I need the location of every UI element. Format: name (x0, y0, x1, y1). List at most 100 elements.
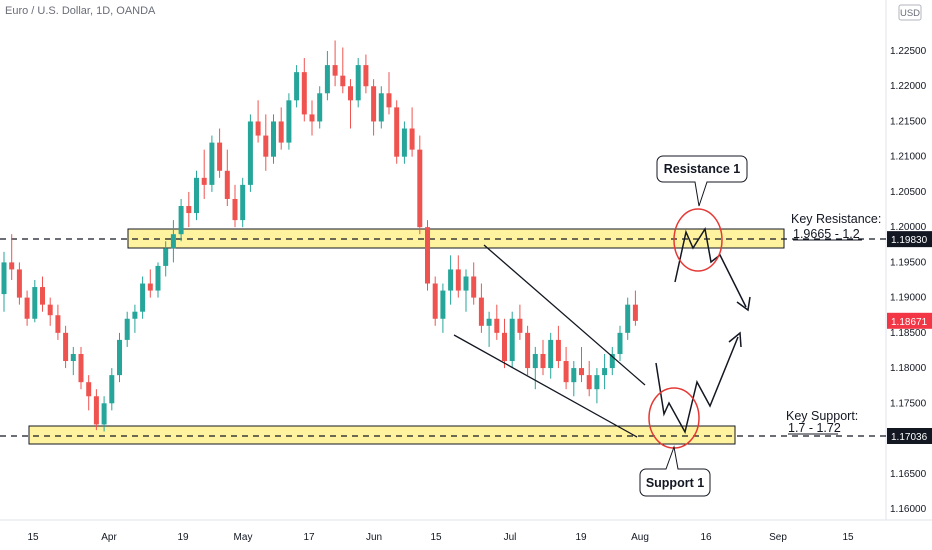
candle-body (440, 290, 446, 319)
candle-body (63, 332, 69, 362)
candle-body (47, 304, 53, 316)
candle-body (40, 287, 45, 305)
candle-body (201, 177, 207, 185)
candle-body (502, 332, 507, 362)
currency-button-frame (898, 4, 922, 21)
candle (209, 135, 215, 192)
time-tick-label: Aug (631, 532, 649, 543)
price-tag-label: 1.18671 (891, 317, 928, 328)
candle (401, 121, 407, 164)
support-1-callout-label: Support 1 (646, 476, 704, 490)
candle-body (155, 265, 161, 291)
candle-body (186, 206, 192, 214)
candle-body (609, 353, 615, 369)
candle-body (240, 184, 246, 221)
wedge-upper-trendline[interactable] (483, 244, 646, 386)
price-axis[interactable]: 1.22500 1.22000 1.21500 1.21000 1.20500 1.200… (885, 0, 927, 520)
candle-body (517, 318, 523, 333)
candle (178, 198, 184, 242)
candle (93, 389, 99, 431)
time-tick-label: May (234, 532, 253, 543)
candle (240, 177, 246, 228)
candle (625, 297, 631, 340)
candle (586, 361, 592, 397)
support-projection-path[interactable] (655, 336, 739, 435)
candle-body (24, 297, 30, 319)
candle-body (401, 128, 407, 157)
candle (502, 318, 507, 369)
key-support-zone[interactable] (28, 425, 736, 445)
key-support-label: Key Support: (786, 409, 858, 423)
candle (140, 276, 146, 319)
candle-body (509, 318, 515, 362)
support-1-callout[interactable]: Support 1 (639, 445, 711, 497)
price-tags: 1.19830 1.18671 1.17036 (887, 231, 932, 445)
candle (409, 107, 415, 157)
candle (548, 332, 554, 379)
candle-body (78, 353, 84, 383)
candle (540, 339, 546, 376)
candle (24, 290, 30, 326)
candle-body (255, 121, 261, 136)
candle-body (532, 353, 538, 369)
time-tick-label: Jun (366, 532, 382, 543)
price-tick-label: 1.19000 (890, 293, 927, 304)
candle-body (525, 332, 531, 369)
candle-body (301, 72, 307, 115)
price-tag-box (887, 312, 932, 329)
candle (1, 251, 7, 312)
candle-body (9, 262, 15, 270)
candle-body (494, 318, 500, 333)
candle (32, 280, 38, 323)
candle-body (371, 86, 377, 122)
candle (440, 283, 446, 333)
candle-body (271, 121, 276, 157)
candle-body (247, 121, 253, 185)
price-tick-label: 1.18500 (890, 328, 927, 339)
candle (86, 375, 92, 411)
candles (1, 40, 638, 432)
candle-body (394, 107, 400, 157)
candle-body (93, 396, 99, 425)
candle-body (579, 368, 584, 376)
candle (378, 86, 384, 129)
time-tick-label: 19 (575, 532, 587, 543)
candle (432, 276, 438, 326)
candle-body (463, 276, 469, 291)
resistance-projection-path[interactable] (674, 226, 747, 308)
price-tick-label: 1.18000 (890, 363, 927, 374)
candle-body (224, 170, 230, 199)
time-tick-label: 17 (303, 532, 315, 543)
time-axis[interactable]: 15 Apr 19 May 17 Jun 15 Jul 19 Aug 16 Sep 15 (0, 519, 932, 543)
candle-body (355, 65, 361, 101)
price-tick-label: 1.16000 (890, 504, 927, 515)
candle-body (478, 297, 484, 326)
candle-body (1, 262, 7, 295)
price-tag-box (887, 231, 932, 248)
resistance-circle[interactable] (673, 208, 723, 272)
candle-body (332, 65, 338, 76)
candle (301, 58, 307, 122)
candle-body (101, 403, 107, 425)
candle (47, 297, 53, 326)
support-projection-arrowhead (728, 331, 742, 348)
price-tag-label: 1.17036 (891, 432, 928, 443)
time-tick-label: 15 (842, 532, 854, 543)
candle (78, 346, 84, 390)
candle (363, 54, 369, 94)
price-tag: 1.19830 (887, 231, 932, 248)
wedge-lower-trendline[interactable] (453, 334, 638, 438)
candle-body (70, 353, 76, 362)
currency-button[interactable]: USD (898, 4, 922, 21)
candle (571, 361, 577, 397)
time-tick-label: Jul (504, 532, 517, 543)
candle-body (471, 276, 477, 298)
candle-body (455, 269, 461, 291)
candle-body (32, 287, 38, 319)
price-tag: 1.18671 (887, 312, 932, 329)
candle (555, 325, 561, 369)
resistance-1-callout[interactable]: Resistance 1 (656, 155, 748, 207)
candle (70, 346, 76, 376)
candle (294, 65, 300, 108)
